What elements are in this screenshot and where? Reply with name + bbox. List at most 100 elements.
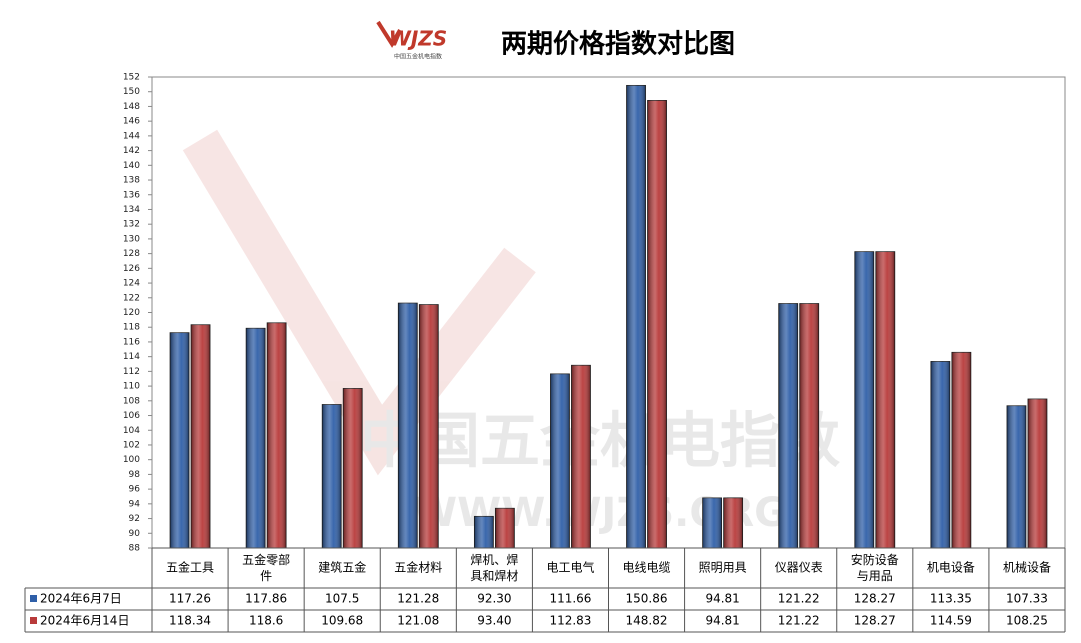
table-value: 121.28: [397, 592, 439, 606]
logo-subtitle: 中国五金机电指数: [394, 53, 442, 61]
bar-shading: [571, 365, 591, 548]
bar-shading: [343, 388, 363, 548]
y-tick-label: 122: [123, 293, 140, 303]
bar-shading: [875, 251, 895, 548]
y-tick-label: 146: [123, 117, 140, 127]
table-value: 117.86: [245, 592, 287, 606]
watermark-arrow: [182, 129, 536, 476]
table-value: 94.81: [705, 592, 739, 606]
x-tick-label: 焊机、焊具和焊材: [470, 552, 518, 583]
table-value: 107.33: [1006, 592, 1048, 606]
x-tick-label: 照明用具: [699, 561, 747, 575]
y-tick-label: 104: [123, 426, 140, 436]
bar-shading: [778, 303, 798, 548]
y-tick-label: 152: [123, 73, 140, 83]
bar-shading: [246, 328, 266, 548]
bar-shading: [474, 516, 494, 548]
table-value: 117.26: [169, 592, 211, 606]
y-tick-label: 100: [123, 455, 140, 465]
y-tick-label: 106: [123, 411, 140, 421]
bar-shading: [854, 251, 874, 548]
x-tick-label: 五金零部件: [242, 552, 290, 583]
bar-shading: [267, 322, 287, 548]
bar-shading: [799, 303, 819, 548]
logo-text: WJZS: [389, 27, 447, 51]
x-tick-label: 建筑五金: [318, 560, 366, 575]
table-value: 114.59: [930, 614, 972, 628]
table-value: 128.27: [854, 614, 896, 628]
y-tick-label: 94: [129, 499, 141, 509]
logo: WJZS 中国五金机电指数: [376, 20, 447, 61]
legend-marker: [30, 617, 37, 624]
table-value: 94.81: [705, 614, 739, 628]
table-value: 121.22: [778, 614, 820, 628]
table-value: 113.35: [930, 592, 972, 606]
x-tick-label: 机电设备: [927, 561, 975, 575]
y-tick-label: 148: [123, 102, 140, 112]
x-tick-label: 电线电缆: [623, 561, 671, 575]
y-tick-label: 96: [129, 485, 141, 495]
legend-label: 2024年6月14日: [40, 614, 129, 628]
table-value: 111.66: [549, 592, 591, 606]
y-tick-label: 144: [123, 131, 140, 141]
bar-shading: [702, 497, 722, 548]
y-tick-label: 138: [123, 176, 140, 186]
y-tick-label: 90: [129, 529, 141, 539]
bar-shading: [322, 404, 342, 548]
y-tick-label: 118: [123, 323, 140, 333]
table-value: 93.40: [477, 614, 511, 628]
table-value: 108.25: [1006, 614, 1048, 628]
x-tick-label: 电工电气: [546, 560, 594, 575]
logo-arrow: [376, 20, 402, 48]
bar-shading: [495, 508, 515, 548]
x-tick-label: 仪器仪表: [775, 561, 823, 575]
y-tick-label: 108: [123, 396, 140, 406]
legend-label: 2024年6月7日: [40, 592, 122, 606]
table-value: 121.08: [397, 614, 439, 628]
watermark-text: 中国五金机电指数: [360, 407, 840, 477]
table-value: 107.5: [325, 592, 359, 606]
y-tick-label: 92: [129, 514, 140, 524]
bar-shading: [647, 100, 667, 549]
y-tick-label: 140: [123, 161, 140, 171]
y-tick-label: 112: [123, 367, 140, 377]
table-value: 109.68: [321, 614, 363, 628]
y-tick-label: 124: [123, 279, 140, 289]
x-tick-label: 五金工具: [166, 560, 214, 575]
y-tick-label: 114: [123, 352, 140, 362]
table-value: 150.86: [626, 592, 668, 606]
bar-shading: [191, 324, 211, 548]
bar-shading: [1027, 398, 1047, 548]
y-tick-label: 102: [123, 440, 140, 450]
table-value: 112.83: [549, 614, 591, 628]
y-tick-label: 130: [123, 234, 140, 244]
bar-shading: [626, 85, 646, 549]
y-tick-label: 98: [129, 470, 141, 480]
table-value: 121.22: [778, 592, 820, 606]
y-tick-label: 88: [129, 544, 141, 554]
y-tick-label: 134: [123, 205, 140, 215]
x-tick-label: 五金材料: [394, 560, 442, 575]
y-tick-label: 110: [123, 382, 140, 392]
y-tick-label: 116: [123, 337, 140, 347]
table-value: 148.82: [626, 614, 668, 628]
y-tick-label: 132: [123, 220, 140, 230]
bar-shading: [723, 497, 743, 548]
bar-shading: [951, 352, 971, 548]
bar-shading: [398, 303, 418, 548]
bar-shading: [419, 304, 439, 548]
table-value: 92.30: [477, 592, 511, 606]
y-tick-label: 126: [123, 264, 140, 274]
x-tick-label: 安防设备与用品: [851, 552, 899, 583]
chart-title: 两期价格指数对比图: [501, 29, 735, 60]
y-tick-label: 128: [123, 249, 140, 259]
bar-shading: [930, 361, 950, 548]
y-tick-label: 120: [123, 308, 140, 318]
bar-shading: [550, 373, 570, 548]
x-tick-label: 机械设备: [1003, 560, 1051, 575]
bar-shading: [170, 332, 190, 548]
y-tick-label: 142: [123, 146, 140, 156]
y-tick-label: 150: [123, 87, 140, 97]
